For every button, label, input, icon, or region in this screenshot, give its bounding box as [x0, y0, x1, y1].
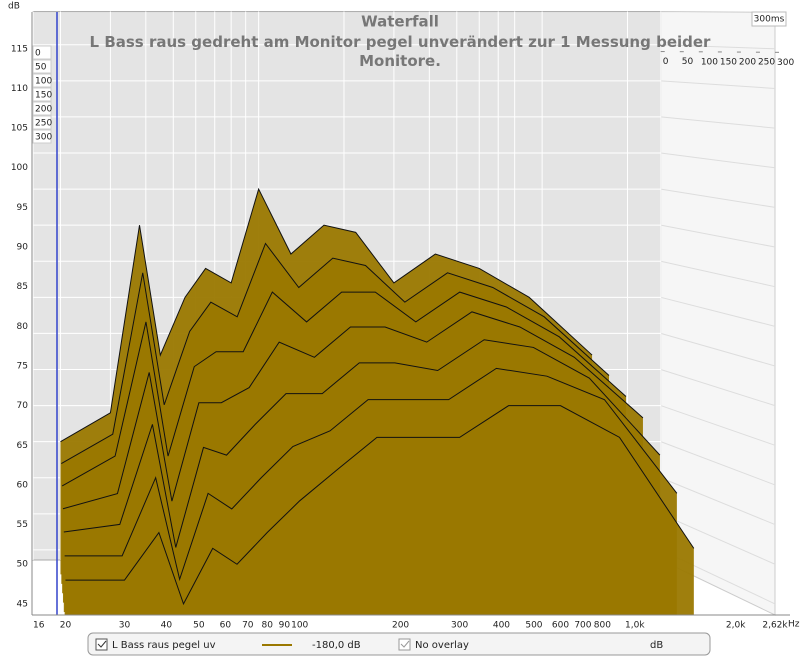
x-tick-label: 40: [161, 621, 173, 631]
range-box: [751, 11, 787, 27]
x-tick-label: 800: [594, 621, 611, 631]
x-tick-label: 100: [291, 621, 308, 631]
x-tick-label: 50: [193, 621, 205, 631]
legend-checkbox[interactable]: [95, 638, 108, 651]
x-tick-label: 2,62k: [762, 621, 788, 631]
x-tick-label: 70: [242, 621, 254, 631]
legend-unit: dB: [650, 640, 663, 651]
z-tick-label: 0: [35, 49, 41, 59]
z-tick-label: 250: [35, 119, 52, 129]
x-tick-label: 200: [392, 621, 409, 631]
z-tick-box: [32, 59, 52, 74]
y-tick-label: 110: [11, 84, 28, 94]
grid-line: [660, 80, 776, 89]
z-range-label: 300ms: [754, 15, 785, 25]
chart-title: Waterfall: [361, 13, 439, 31]
slice-area: [65, 405, 694, 615]
z-tick-label: 100: [701, 57, 718, 67]
grid-line: [660, 332, 776, 367]
y-tick-label: 60: [17, 480, 29, 490]
grid-line: [660, 224, 776, 248]
slice-line: [64, 367, 678, 582]
z-tick-label: 300: [777, 58, 794, 68]
slice-line: [61, 291, 627, 487]
y-tick-label: 105: [11, 124, 28, 134]
x-tick-label: 1,0k: [625, 621, 645, 631]
grid-line: [660, 152, 776, 169]
grid-line: [660, 260, 776, 288]
x-unit: Hz: [788, 620, 800, 630]
z-tick-label: 150: [720, 57, 737, 67]
y-tick-label: 75: [17, 361, 28, 371]
legend-level: -180,0 dB: [312, 640, 361, 651]
z-tick-label: 50: [35, 63, 47, 73]
overlay-checkbox[interactable]: [398, 638, 411, 651]
y-tick-label: 70: [17, 401, 29, 411]
z-tick-label: 150: [35, 91, 52, 101]
grid-line: [660, 369, 776, 407]
slice-line: [60, 187, 593, 443]
slice-line: [65, 405, 695, 606]
y-tick-label: 95: [17, 203, 28, 213]
grid-line: [660, 188, 776, 208]
z-tick-box: [32, 101, 52, 116]
x-tick-label: 30: [119, 621, 131, 631]
x-tick-label: 80: [262, 621, 274, 631]
z-tick-box: [32, 129, 52, 144]
z-tick-label: 250: [758, 58, 775, 68]
x-tick-label: 500: [525, 621, 542, 631]
y-tick-label: 115: [11, 44, 28, 54]
x-tick-label: 400: [493, 621, 510, 631]
y-tick-label: 55: [17, 520, 28, 530]
y-tick-label: 65: [17, 441, 28, 451]
x-tick-label: 90: [279, 621, 291, 631]
y-tick-label: 85: [17, 282, 28, 292]
subtitle-box: L Bass raus gedreht am Monitor pegel unv…: [89, 33, 711, 70]
z-tick-box: [32, 115, 52, 130]
x-tick-label: 20: [60, 621, 72, 631]
z-tick-label: 100: [35, 77, 52, 87]
grid-line: [660, 477, 776, 526]
grid-line: [660, 513, 776, 565]
x-tick-label: 60: [220, 621, 232, 631]
grid-line: [660, 441, 776, 486]
x-tick-label: 2,0k: [726, 621, 746, 631]
y-axis-label: dB: [8, 2, 20, 12]
x-tick-label: 700: [574, 621, 591, 631]
grid-line: [660, 116, 776, 129]
z-tick-label: 300: [35, 133, 52, 143]
slice-line: [63, 339, 661, 548]
slice-line: [62, 311, 644, 510]
grid-line: [660, 405, 776, 446]
z-tick-label: 200: [35, 105, 52, 115]
y-tick-label: 50: [17, 560, 29, 570]
grid-line: [660, 44, 776, 50]
y-tick-label: 100: [11, 163, 28, 173]
slice-line: [61, 242, 610, 464]
legend-overlay: No overlay: [415, 640, 469, 651]
check-mark: [97, 640, 107, 648]
z-tick-box: [32, 87, 52, 102]
x-tick-label: 16: [33, 621, 45, 631]
y-tick-label: 80: [17, 322, 29, 332]
x-tick-label: 600: [552, 621, 569, 631]
y-tick-label: 45: [17, 599, 28, 609]
slices: [60, 187, 695, 615]
z-tick-label: 0: [663, 57, 669, 67]
z-tick-label: 50: [682, 57, 694, 67]
legend-name: L Bass raus pegel uv: [112, 640, 216, 651]
grid-line: [660, 296, 776, 327]
z-tick-label: 200: [739, 58, 756, 68]
z-tick-box: [32, 45, 52, 60]
check-mark: [400, 640, 410, 648]
z-tick-box: [32, 73, 52, 88]
y-tick-label: 90: [17, 243, 29, 253]
chart-subtitle: L Bass raus gedreht am Monitor pegel unv…: [89, 33, 711, 70]
x-tick-label: 300: [451, 621, 468, 631]
